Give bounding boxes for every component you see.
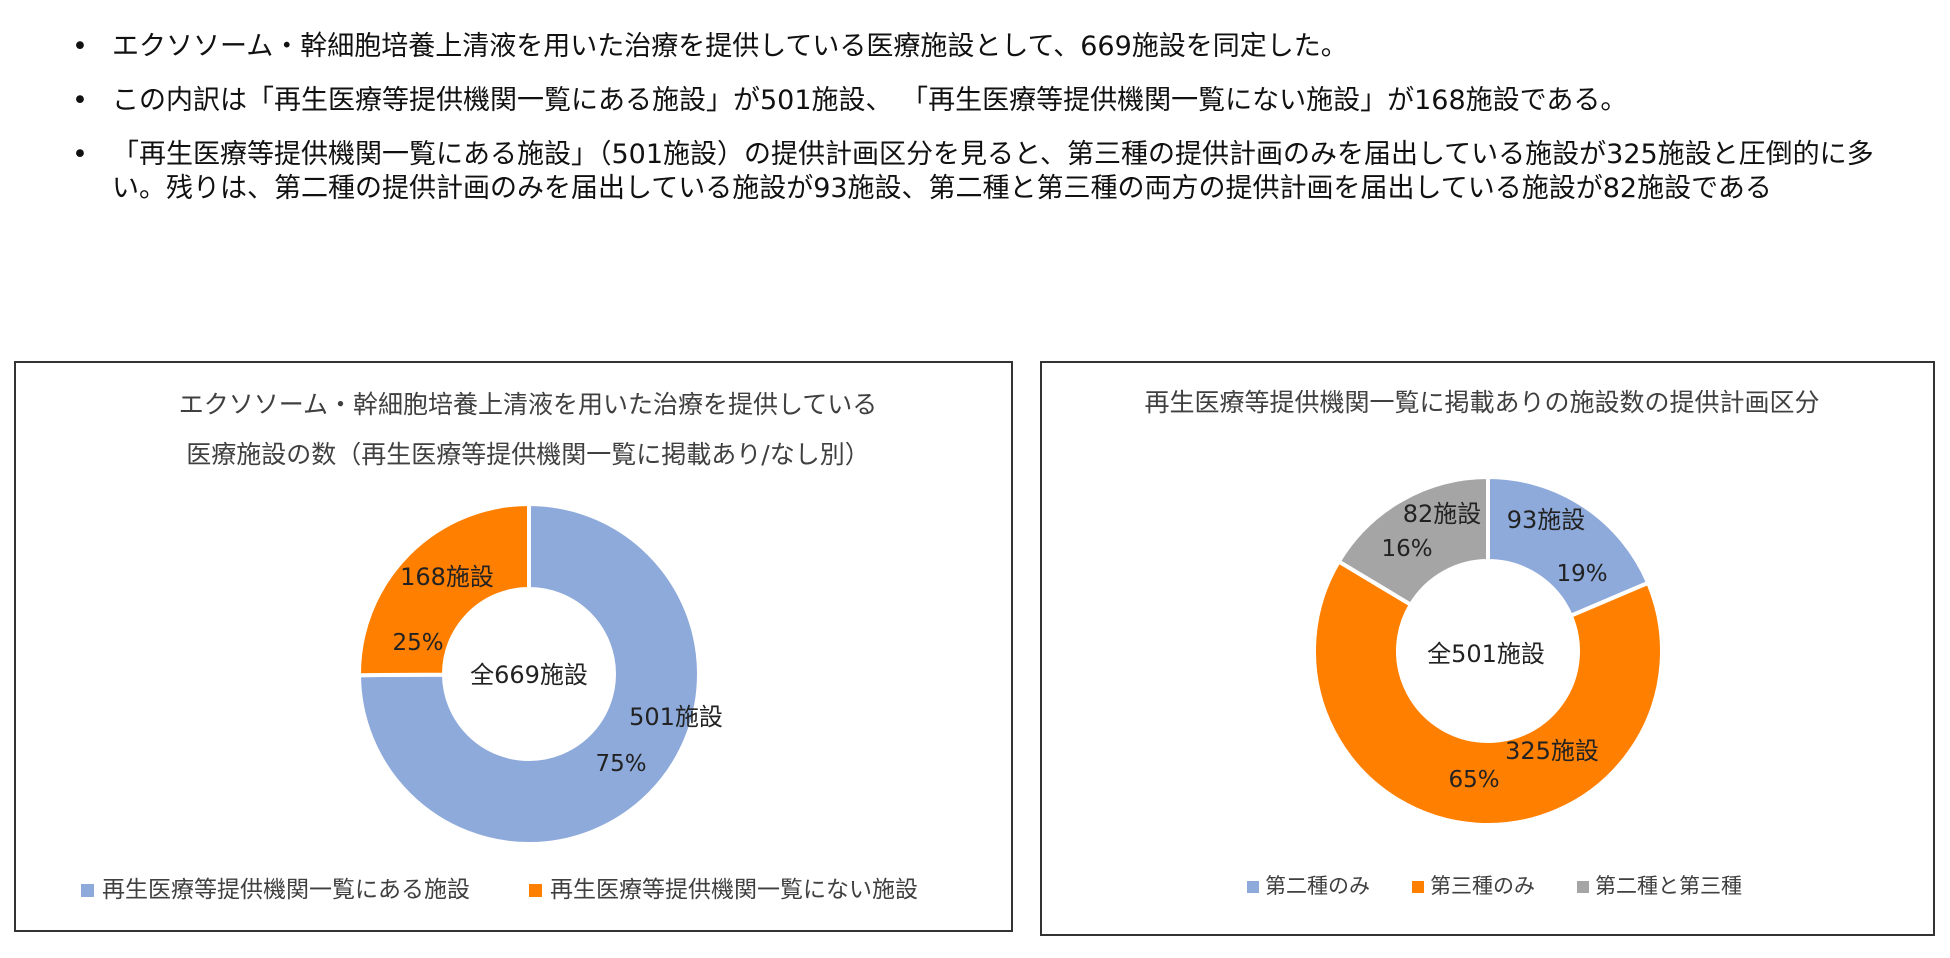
slice-percent-label: 16% — [1381, 536, 1432, 562]
donut-slice-1 — [1312, 558, 1664, 827]
slice-count-label: 501施設 — [629, 703, 723, 731]
chart-panel-facilities-listed: エクソソーム・幹細胞培養上清液を用いた治療を提供している 医療施設の数（再生医療… — [14, 361, 1013, 932]
chart-title-line-1: エクソソーム・幹細胞培養上清液を用いた治療を提供している — [179, 390, 878, 419]
slices-group — [356, 501, 701, 846]
legend-label: 第二種のみ — [1265, 874, 1370, 898]
slices-group — [1312, 474, 1664, 827]
slice-count-label: 82施設 — [1403, 500, 1482, 528]
legend-label: 再生医療等提供機関一覧にある施設 — [102, 877, 470, 903]
center-total-label: 全501施設 — [1427, 640, 1545, 668]
legend-label: 第三種のみ — [1430, 874, 1535, 898]
donut-slice-1 — [357, 501, 531, 678]
legend-swatch — [81, 884, 94, 897]
center-total-label: 全669施設 — [470, 661, 588, 689]
legend-swatch — [1577, 881, 1589, 893]
donut-slice-2 — [1336, 474, 1490, 608]
legend-swatch — [529, 884, 542, 897]
donut-chart-listed-vs-unlisted: エクソソーム・幹細胞培養上清液を用いた治療を提供している 医療施設の数（再生医療… — [81, 390, 918, 903]
bullet-item: 「再生医療等提供機関一覧にある施設」（501施設）の提供計画区分を見ると、第三種… — [70, 138, 1890, 206]
legend-swatch — [1412, 881, 1424, 893]
bullet-item: エクソソーム・幹細胞培養上清液を用いた治療を提供している医療施設として、669施… — [70, 30, 1890, 64]
slice-count-label: 168施設 — [400, 563, 494, 591]
slice-percent-label: 65% — [1448, 767, 1499, 793]
summary-bullets: エクソソーム・幹細胞培養上清液を用いた治療を提供している医療施設として、669施… — [70, 30, 1890, 226]
chart-panel-plan-category: 再生医療等提供機関一覧に掲載ありの施設数の提供計画区分 全501施設 93施設 … — [1040, 361, 1935, 936]
legend-label: 第二種と第三種 — [1595, 874, 1742, 898]
slice-percent-label: 75% — [595, 751, 646, 777]
slice-percent-label: 25% — [392, 630, 443, 656]
chart-title: 再生医療等提供機関一覧に掲載ありの施設数の提供計画区分 — [1144, 388, 1819, 417]
bullet-item: この内訳は「再生医療等提供機関一覧にある施設」が501施設、 「再生医療等提供機… — [70, 84, 1890, 118]
donut-chart-plan-category: 再生医療等提供機関一覧に掲載ありの施設数の提供計画区分 全501施設 93施設 … — [1144, 388, 1819, 898]
slice-percent-label: 19% — [1556, 561, 1607, 587]
donut-slice-0 — [1486, 474, 1651, 619]
chart-title-line-2: 医療施設の数（再生医療等提供機関一覧に掲載あり/なし別） — [186, 440, 869, 469]
legend-swatch — [1247, 881, 1259, 893]
slice-count-label: 93施設 — [1507, 506, 1586, 534]
slice-count-label: 325施設 — [1505, 737, 1599, 765]
legend-label: 再生医療等提供機関一覧にない施設 — [550, 877, 918, 903]
donut-slice-0 — [356, 501, 701, 846]
